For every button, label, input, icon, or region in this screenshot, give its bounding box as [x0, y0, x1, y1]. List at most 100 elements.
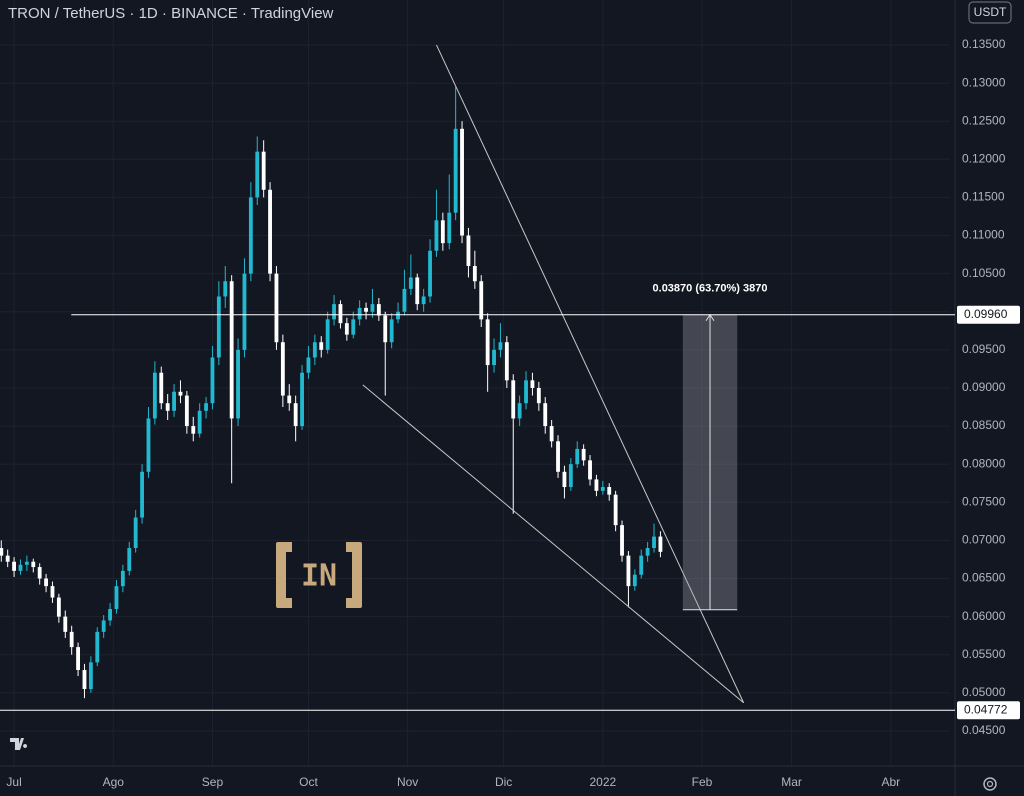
- candle-body: [338, 304, 343, 324]
- candle-body: [434, 220, 439, 251]
- candle-body: [82, 669, 87, 690]
- x-tick-label: Ago: [103, 775, 125, 789]
- candle-body: [280, 342, 285, 396]
- candle-body: [140, 471, 144, 518]
- candle-body: [351, 319, 356, 335]
- candle-body: [556, 441, 560, 472]
- candle-body: [120, 570, 125, 587]
- y-tick-label: 0.13000: [962, 75, 1006, 89]
- y-tick-label: 0.12000: [962, 151, 1006, 165]
- candle-body: [274, 273, 279, 343]
- y-tick-label: 0.07500: [962, 494, 1006, 508]
- candle-body: [396, 311, 400, 320]
- candle-body: [146, 418, 151, 472]
- y-tick-label: 0.04500: [962, 723, 1006, 737]
- candle-body: [620, 525, 624, 556]
- y-tick-label: 0.09000: [962, 380, 1006, 394]
- measure-label: 0.03870 (63.70%) 3870: [653, 283, 768, 295]
- candle-body: [248, 197, 253, 274]
- price-label-box: [957, 305, 1020, 324]
- trend-line: [362, 384, 744, 704]
- currency-label[interactable]: USDT: [974, 5, 1007, 19]
- y-tick-label: 0.13500: [962, 37, 1006, 51]
- candle-body: [197, 410, 202, 434]
- candle-body: [370, 304, 375, 312]
- candle-body: [50, 586, 55, 598]
- price-label-box: [957, 701, 1020, 720]
- candle-body: [18, 564, 23, 571]
- candle-body: [460, 128, 464, 236]
- candle-body: [31, 561, 36, 568]
- currency-button[interactable]: [968, 1, 1012, 24]
- watermark-logo: IN: [276, 542, 362, 608]
- candle-body: [600, 487, 605, 491]
- x-tick-label: Feb: [692, 775, 713, 789]
- candle-body: [575, 448, 580, 465]
- candle-body: [453, 128, 458, 213]
- candle-body: [492, 349, 496, 366]
- candle-body: [626, 555, 631, 587]
- x-tick-label: Oct: [299, 775, 318, 789]
- candle-body: [293, 403, 298, 427]
- candle-body: [466, 235, 471, 267]
- candle-body: [389, 319, 394, 343]
- y-tick-label: 0.12500: [962, 113, 1006, 127]
- candle-body: [402, 288, 407, 312]
- candle-body: [287, 395, 292, 404]
- candle-body: [37, 567, 42, 579]
- y-tick-label: 0.10500: [962, 266, 1006, 280]
- x-tick-label: Dic: [495, 775, 512, 789]
- candle-body: [319, 342, 324, 350]
- x-tick-label: Mar: [781, 775, 802, 789]
- x-tick-label: Nov: [397, 775, 418, 789]
- candle-body: [536, 387, 541, 404]
- candle-body: [581, 448, 586, 461]
- candle-body: [568, 464, 573, 488]
- price-label: 0.09960: [964, 307, 1008, 321]
- candle-body: [421, 296, 426, 305]
- candle-body: [658, 536, 663, 552]
- candle-body: [95, 631, 100, 663]
- y-tick-label: 0.05000: [962, 685, 1006, 699]
- candle-body: [376, 304, 381, 316]
- candle-body: [127, 548, 132, 571]
- price-label: 0.04772: [964, 702, 1008, 716]
- candle-body: [428, 250, 432, 297]
- candle-body: [344, 323, 349, 335]
- candle-body: [268, 189, 272, 274]
- y-tick-label: 0.09500: [962, 342, 1006, 356]
- candle-body: [184, 395, 189, 427]
- candle-body: [152, 372, 157, 419]
- chart-title: TRON / TetherUS · 1D · BINANCE · Trading…: [8, 5, 334, 22]
- candle-body: [472, 266, 477, 282]
- y-tick-label: 0.08500: [962, 418, 1006, 432]
- candle-body: [88, 662, 93, 690]
- tradingview-logo: [10, 738, 28, 750]
- settings-icon[interactable]: [983, 777, 997, 791]
- tv-logo-shape: [10, 738, 28, 750]
- candle-body: [69, 631, 74, 648]
- candle-body: [332, 304, 336, 320]
- candle-body: [498, 342, 503, 350]
- gear[interactable]: [983, 777, 997, 791]
- candle-body: [524, 380, 528, 404]
- candle-body: [543, 403, 548, 427]
- candle-body: [517, 403, 522, 419]
- candle-body: [210, 357, 215, 404]
- candle-body: [652, 536, 656, 549]
- candle-body: [178, 391, 183, 396]
- candle-body: [479, 281, 484, 320]
- candle-body: [549, 426, 554, 442]
- gear-center[interactable]: [986, 780, 994, 788]
- logo-bracket: [276, 542, 292, 608]
- candle-body: [229, 281, 234, 419]
- candle-body: [204, 403, 208, 411]
- candle-body: [261, 151, 266, 190]
- candle-body: [632, 574, 637, 587]
- candle-body: [191, 426, 196, 434]
- candle-body: [511, 380, 516, 419]
- candle-body: [44, 578, 48, 587]
- candle-body: [613, 494, 618, 526]
- x-tick-label: Sep: [202, 775, 224, 789]
